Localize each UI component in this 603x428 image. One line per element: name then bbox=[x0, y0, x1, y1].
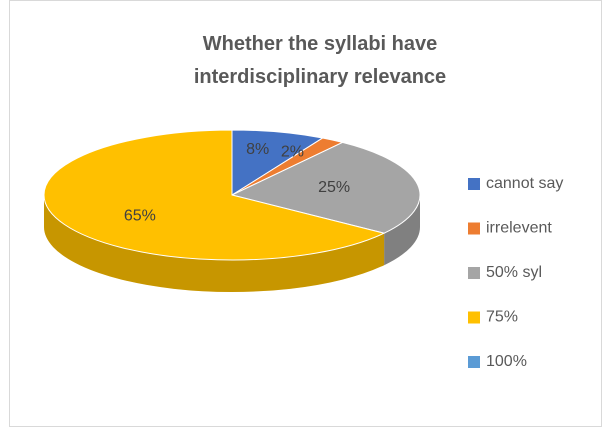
data-label: 2% bbox=[281, 143, 304, 160]
side-shade bbox=[44, 195, 385, 293]
legend-swatch bbox=[468, 356, 480, 368]
chart-title: Whether the syllabi have interdisciplinar… bbox=[194, 33, 446, 88]
legend-label: 50% syl bbox=[486, 264, 542, 281]
pie-slice bbox=[231, 129, 324, 196]
legend-label: 100% bbox=[486, 353, 527, 370]
pie-slice bbox=[230, 141, 421, 234]
pie-side bbox=[44, 195, 385, 293]
pie-side bbox=[384, 195, 420, 266]
legend-swatch bbox=[468, 267, 480, 279]
data-label: 25% bbox=[318, 179, 350, 196]
data-label: 8% bbox=[246, 141, 269, 158]
side-shade bbox=[384, 195, 420, 266]
pie-slice bbox=[43, 129, 386, 261]
legend-label: cannot say bbox=[486, 175, 563, 192]
legend-swatch bbox=[468, 311, 480, 324]
data-label: 65% bbox=[124, 207, 156, 224]
legend-swatch bbox=[468, 222, 480, 235]
legend-swatch bbox=[468, 178, 480, 190]
legend-label: 75% bbox=[486, 309, 518, 326]
legend-label: irrelevent bbox=[486, 220, 552, 237]
